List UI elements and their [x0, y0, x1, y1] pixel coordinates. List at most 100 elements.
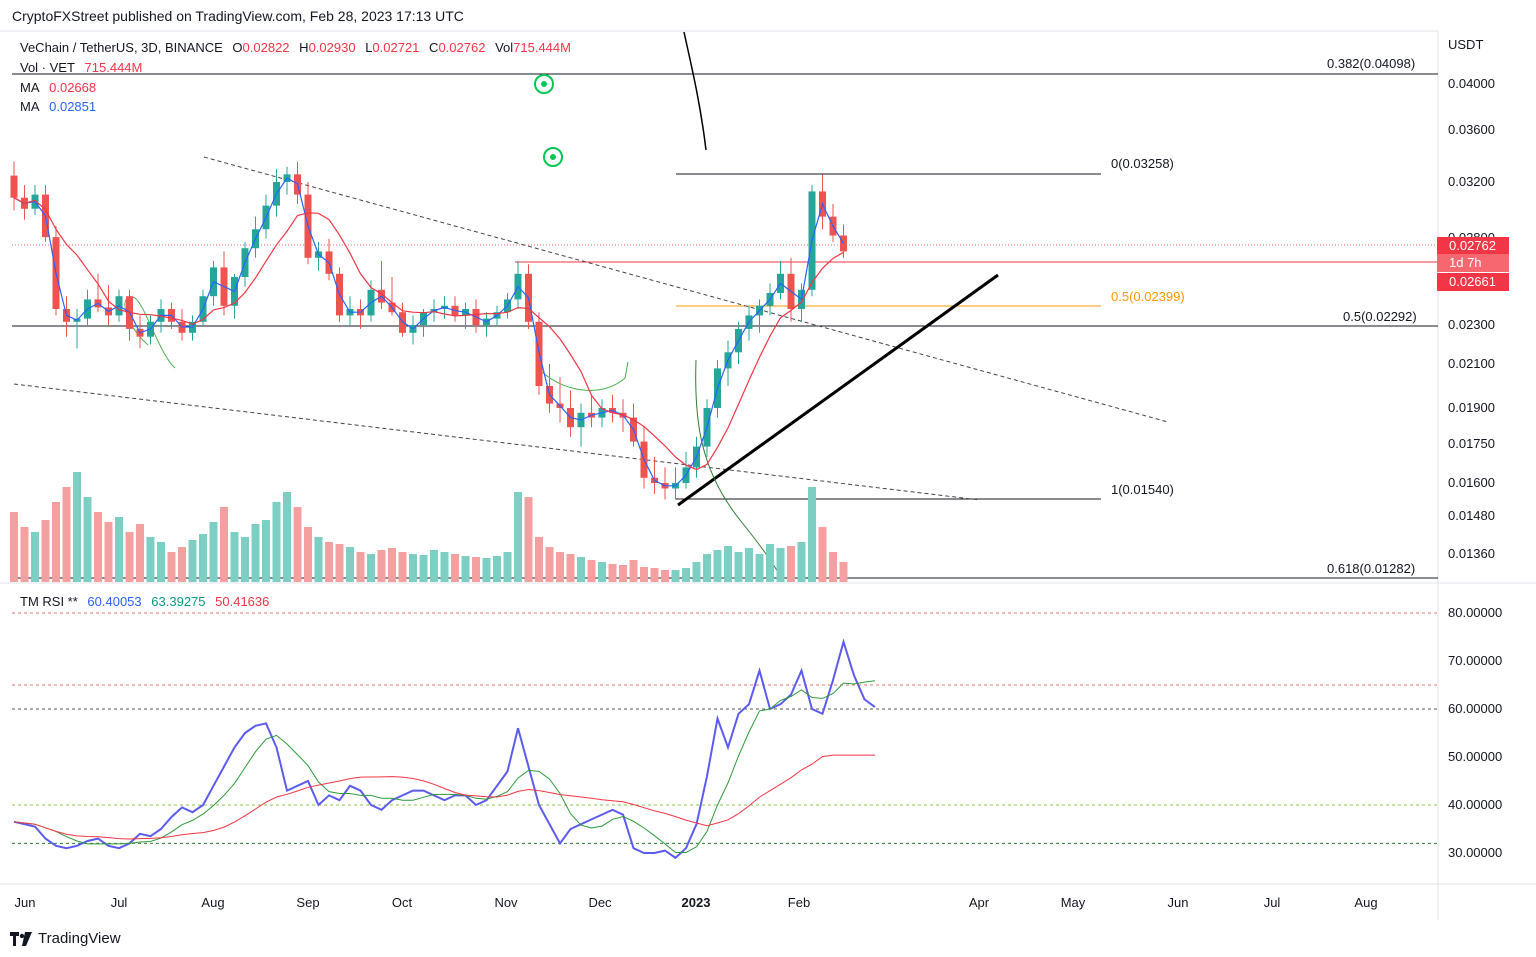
- volume-bar: [566, 554, 575, 582]
- volume-bar: [556, 552, 564, 582]
- volume-bar: [41, 520, 50, 582]
- ma-fast-line: [13, 177, 845, 487]
- rsi-legend: TM RSI ** 60.40053 63.39275 50.41636: [20, 594, 275, 609]
- volume-bar: [283, 492, 291, 582]
- time-tick-label: Sep: [296, 895, 320, 910]
- volume-bar: [167, 552, 176, 582]
- volume-bar: [136, 524, 144, 582]
- ma-slow-line: [13, 197, 844, 471]
- volume-label: Vol · VET: [20, 60, 75, 75]
- candle-body: [840, 235, 847, 252]
- ma-slow-value: 0.02668: [49, 80, 97, 95]
- fib-label-05-orange: 0.5(0.02399): [1111, 289, 1185, 304]
- volume-bar: [62, 487, 71, 582]
- ma-slow-legend: MA 0.02668: [20, 80, 102, 95]
- time-tick-label: Nov: [494, 895, 518, 910]
- ma-fast-legend: MA 0.02851: [20, 99, 102, 114]
- ohlc-high: H0.02930: [299, 40, 355, 55]
- volume-bar: [650, 568, 659, 582]
- tradingview-brand: TradingView: [38, 930, 121, 947]
- volume-bar: [734, 552, 743, 582]
- price-tick-label: 0.01480: [1448, 508, 1495, 523]
- candle-body: [10, 175, 18, 198]
- volume-bar: [713, 550, 722, 582]
- price-tick-label: 0.02300: [1448, 317, 1495, 332]
- volume-bar: [608, 564, 617, 582]
- volume-bar: [293, 507, 302, 582]
- volume-bar: [598, 562, 606, 582]
- volume-bar: [829, 552, 837, 582]
- volume-value: 715.444M: [84, 60, 143, 75]
- volume-bar: [703, 554, 711, 582]
- price-tick-label: 0.01750: [1448, 436, 1495, 451]
- volume-bar: [493, 556, 501, 582]
- rsi-tick-label: 70.00000: [1448, 653, 1503, 668]
- time-tick-label: Aug: [201, 895, 225, 910]
- rsi-tick-label: 80.00000: [1448, 605, 1503, 620]
- open-label: O: [232, 40, 243, 55]
- volume-bar: [377, 550, 386, 582]
- volume-bar: [745, 548, 753, 582]
- time-tick-label: May: [1060, 895, 1086, 910]
- arrow-annotation-2: [539, 361, 629, 391]
- volume-bar: [451, 554, 459, 582]
- volume-bar: [272, 502, 281, 582]
- volume-bar: [682, 568, 690, 582]
- upper-trendline-dashed: [203, 156, 1169, 423]
- volume-bar: [619, 565, 627, 582]
- low-label: L: [365, 40, 373, 55]
- volume-bar: [503, 552, 512, 582]
- ma-fast-value: 0.02851: [49, 99, 97, 114]
- volume-bar: [776, 548, 785, 582]
- volume-bar: [545, 547, 554, 582]
- volume-bar: [514, 492, 522, 582]
- volume-bar: [335, 544, 344, 582]
- tradingview-footer[interactable]: TradingView: [10, 930, 121, 947]
- volume-bar: [797, 542, 806, 582]
- volume-bar: [766, 544, 774, 582]
- volume-bar: [587, 560, 596, 582]
- volume-bar: [839, 562, 848, 582]
- rsi-value: 60.40053: [87, 594, 142, 609]
- price-tick-label: 0.02100: [1448, 356, 1495, 371]
- tradingview-logo-icon: [10, 931, 32, 946]
- support-trendline: [677, 273, 999, 507]
- time-tick-label: Oct: [391, 895, 413, 910]
- time-tick-label: Jul: [1263, 895, 1281, 910]
- volume-bar: [125, 532, 134, 582]
- volume-bar: [671, 570, 680, 582]
- rsi-slow-line: [13, 754, 875, 840]
- volume-bar: [157, 542, 165, 582]
- volume-bar: [346, 547, 354, 582]
- ohlc-open: O0.02822: [232, 40, 289, 55]
- close-label: C: [429, 40, 439, 55]
- time-tick-label: Jun: [1167, 895, 1189, 910]
- signal-marker-1: [534, 74, 554, 94]
- signal-marker-1-dot: [541, 81, 547, 87]
- high-value: 0.02930: [308, 40, 356, 55]
- lower-trendline-dashed: [13, 383, 981, 501]
- fib-label-05: 0.5(0.02292): [1343, 309, 1417, 324]
- countdown-tag: 1d 7h: [1437, 254, 1509, 272]
- volume-bar: [661, 570, 669, 582]
- open-value: 0.02822: [242, 40, 290, 55]
- last-price-tag: 0.02762: [1437, 237, 1509, 255]
- volume-bar: [73, 472, 81, 582]
- rsi-line: [13, 638, 876, 860]
- rsi-tick-label: 60.00000: [1448, 701, 1503, 716]
- time-tick-label: 2023: [681, 895, 711, 910]
- volume-bar: [251, 524, 260, 582]
- volume-bar: [209, 522, 218, 582]
- price-tick-label: 0.01900: [1448, 400, 1495, 415]
- high-label: H: [299, 40, 309, 55]
- volume-bar: [755, 554, 764, 582]
- volume-bar: [398, 552, 407, 582]
- volume-bar: [115, 517, 123, 582]
- volume-bar: [482, 558, 491, 582]
- volume-bar: [524, 497, 533, 582]
- volume-bar: [629, 560, 638, 582]
- volume-bar: [724, 546, 732, 582]
- volume-bar: [787, 546, 795, 582]
- price-tick-label: 0.01600: [1448, 475, 1495, 490]
